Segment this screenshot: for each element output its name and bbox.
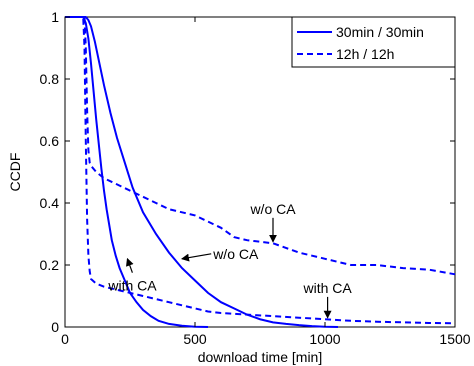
annotation-label: w/o CA xyxy=(212,246,259,262)
legend-entry-30min: 30min / 30min xyxy=(336,24,424,40)
annotation-label: with CA xyxy=(302,280,352,296)
y-tick-label: 0 xyxy=(51,319,59,335)
legend-entry-12h: 12h / 12h xyxy=(336,46,394,62)
y-tick-label: 0.6 xyxy=(40,133,60,149)
annotation-arrow xyxy=(126,257,134,273)
x-axis-label: download time [min] xyxy=(198,349,323,365)
annotation-label: with CA xyxy=(107,278,157,294)
y-tick-label: 0.8 xyxy=(40,71,60,87)
x-tick-label: 1000 xyxy=(309,331,340,347)
plot-frame xyxy=(64,16,456,328)
series-line-30min-with-ca xyxy=(65,16,209,328)
y-tick-label: 0.4 xyxy=(40,195,60,211)
plot-area: w/o CA w/o CA with CA with CA xyxy=(64,16,456,328)
series-layer xyxy=(65,16,456,328)
y-tick-label: 0.2 xyxy=(40,257,60,273)
x-tick-label: 500 xyxy=(183,331,207,347)
y-tick-label: 1 xyxy=(51,9,59,25)
legend-box xyxy=(291,16,456,68)
annotation-label: w/o CA xyxy=(249,201,296,217)
y-axis-label: CCDF xyxy=(7,153,23,192)
annotation-arrow xyxy=(181,253,212,262)
x-tick-label: 0 xyxy=(61,331,69,347)
x-tick-label: 1500 xyxy=(439,331,470,347)
series-line-12h-without-ca xyxy=(65,16,456,276)
annotation-layer: w/o CA w/o CA with CA with CA xyxy=(107,201,352,319)
legend: 30min / 30min 12h / 12h xyxy=(291,16,456,68)
y-tick-labels: 0 0.2 0.4 0.6 0.8 1 xyxy=(40,9,60,335)
x-tick-labels: 0 500 1000 1500 xyxy=(61,331,471,347)
series-line-12h-with-ca xyxy=(65,16,456,325)
series-line-30min-without-ca xyxy=(65,16,339,328)
